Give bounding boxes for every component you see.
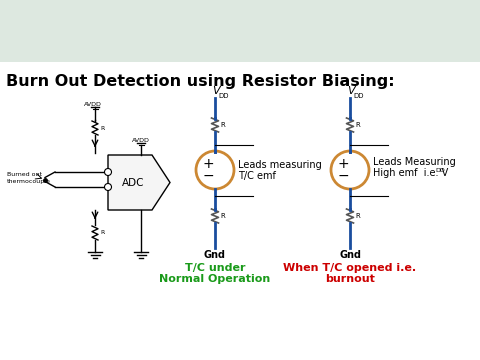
Text: When T/C opened i.e.: When T/C opened i.e. xyxy=(283,263,417,273)
Text: R: R xyxy=(100,230,104,235)
Text: V: V xyxy=(212,86,220,96)
Bar xyxy=(0,62,480,360)
Text: R: R xyxy=(100,126,104,130)
Circle shape xyxy=(196,151,234,189)
Text: DD: DD xyxy=(353,93,363,99)
Text: Gnd: Gnd xyxy=(204,250,226,260)
Text: burnout: burnout xyxy=(325,274,375,284)
Text: T/C under: T/C under xyxy=(185,263,245,273)
Text: R: R xyxy=(220,213,225,219)
Text: High emf  i.e. V: High emf i.e. V xyxy=(373,168,448,178)
Circle shape xyxy=(331,151,369,189)
Text: R: R xyxy=(355,122,360,128)
Text: V: V xyxy=(347,86,355,96)
Text: ADC: ADC xyxy=(122,179,144,189)
Text: AVDD: AVDD xyxy=(132,138,150,143)
Text: R: R xyxy=(220,122,225,128)
Text: Normal Operation: Normal Operation xyxy=(159,274,271,284)
Text: DD: DD xyxy=(218,93,228,99)
Text: −: − xyxy=(202,169,214,183)
Text: DD: DD xyxy=(435,168,445,173)
Text: Leads measuring: Leads measuring xyxy=(238,160,322,170)
Circle shape xyxy=(105,184,111,190)
Text: Gnd: Gnd xyxy=(339,250,361,260)
Text: Burned out
thermocouple: Burned out thermocouple xyxy=(7,172,51,184)
Text: −: − xyxy=(337,169,349,183)
Text: T/C emf: T/C emf xyxy=(238,171,276,181)
Polygon shape xyxy=(108,155,170,210)
Circle shape xyxy=(105,168,111,175)
Text: AVDD: AVDD xyxy=(84,102,102,107)
Text: +: + xyxy=(337,157,349,171)
Text: +: + xyxy=(202,157,214,171)
Text: Burn Out Detection using Resistor Biasing:: Burn Out Detection using Resistor Biasin… xyxy=(6,74,395,89)
Text: R: R xyxy=(355,213,360,219)
Text: Leads Measuring: Leads Measuring xyxy=(373,157,456,167)
Bar xyxy=(0,0,480,62)
